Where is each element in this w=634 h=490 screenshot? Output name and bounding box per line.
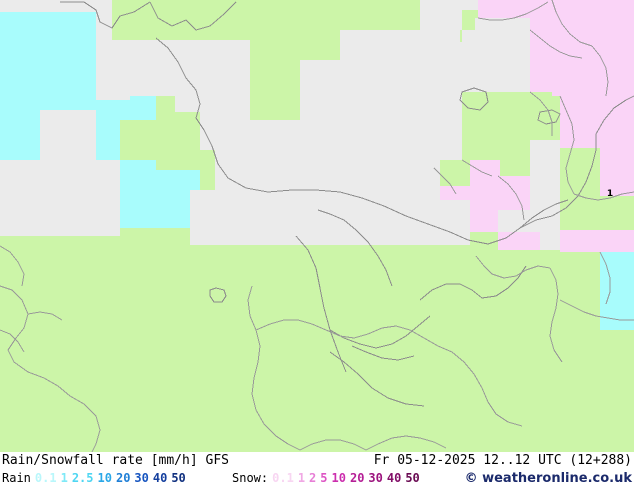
map-annotation-value: 1 — [607, 189, 613, 199]
snow-legend-value-6: 30 — [368, 471, 383, 485]
country-border-layer — [0, 0, 634, 452]
land-fill-correction-layer — [0, 232, 634, 452]
rain-legend-value-3: 10 — [97, 471, 112, 485]
coastline-layer — [60, 1, 634, 407]
snow-legend-value-5: 20 — [349, 471, 365, 485]
snow-legend-value-2: 2 — [309, 471, 317, 485]
product-title: Rain/Snowfall rate [mm/h] GFS — [2, 453, 229, 468]
snow-legend-label: Snow: — [232, 471, 269, 485]
snow-legend-value-8: 50 — [405, 471, 420, 485]
snow-legend-value-3: 5 — [320, 471, 328, 485]
footer-row-legend: Rain 0.1 1 2.5 10 20 30 40 50 Snow: 0.1 1 2 5 10 20 30 4… — [0, 470, 634, 489]
precipitation-map[interactable]: 1 — [0, 0, 634, 452]
map-footer: Rain/Snowfall rate [mm/h] GFS Fr 05-12-2… — [0, 452, 634, 490]
rain-legend-value-6: 40 — [152, 471, 168, 485]
rain-legend-label: Rain — [2, 471, 31, 485]
rain-legend-value-1: 1 — [60, 471, 68, 485]
rain-legend-value-7: 50 — [171, 471, 186, 485]
sea-no-precip-layer — [212, 290, 224, 300]
snow-legend: Snow: 0.1 1 2 5 10 20 30 40 50 — [232, 471, 420, 485]
copyright-label[interactable]: © weatheronline.co.uk — [464, 471, 632, 486]
rain-legend-value-4: 20 — [115, 471, 131, 485]
rain-legend-value-2: 2.5 — [71, 471, 94, 485]
snow-legend-value-1: 1 — [297, 471, 306, 485]
run-datetime-label: Fr 05-12-2025 12..12 UTC (12+288) — [373, 453, 632, 468]
rain-legend: Rain 0.1 1 2.5 10 20 30 40 50 — [2, 471, 186, 485]
footer-row-title: Rain/Snowfall rate [mm/h] GFS Fr 05-12-2… — [0, 452, 634, 471]
snow-legend-value-7: 40 — [386, 471, 402, 485]
rain-legend-value-5: 30 — [134, 471, 149, 485]
rain-legend-value-0: 0.1 — [34, 471, 57, 485]
snow-legend-value-4: 10 — [331, 471, 346, 485]
snow-legend-value-0: 0.1 — [272, 471, 294, 485]
